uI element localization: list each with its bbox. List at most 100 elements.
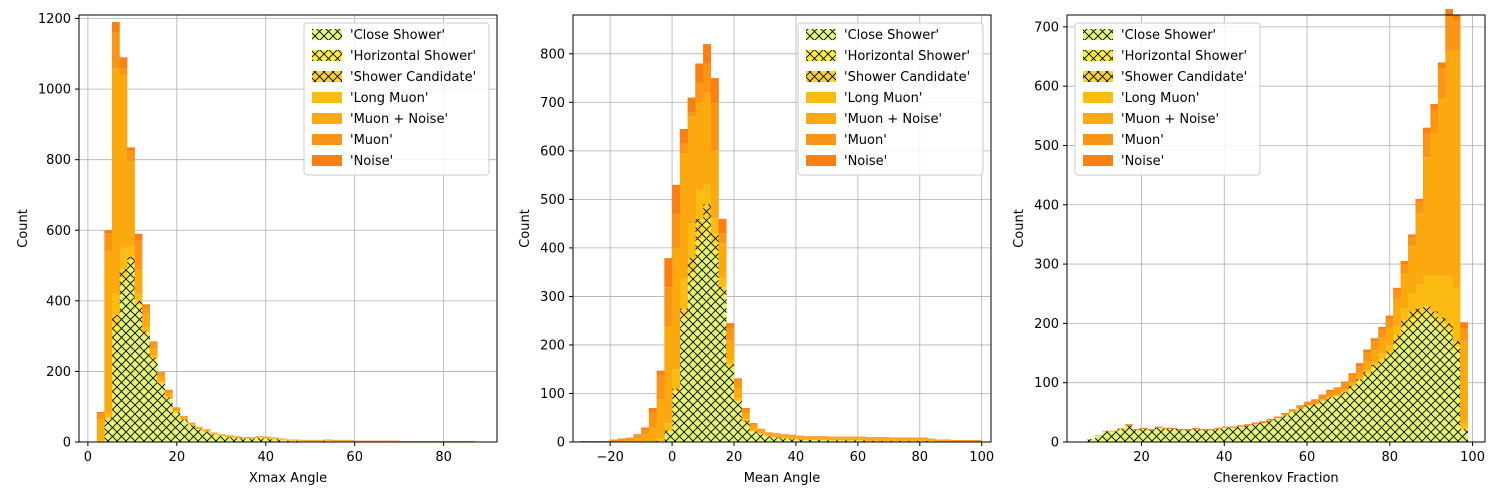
- bar: [703, 44, 712, 64]
- bar: [1095, 435, 1103, 437]
- bar-hatch: [1154, 427, 1163, 442]
- series-2: [664, 218, 797, 440]
- bar-hatch: [1139, 428, 1148, 442]
- y-tick-label: 700: [1034, 20, 1059, 35]
- bar: [187, 422, 196, 424]
- y-tick-label: 0: [557, 436, 565, 451]
- bar-hatch: [202, 432, 211, 442]
- bar: [134, 293, 143, 301]
- bar: [172, 407, 181, 409]
- legend-swatch-hatch: [1083, 50, 1113, 61]
- bar-hatch: [1296, 408, 1305, 409]
- bar-hatch: [1355, 379, 1364, 381]
- y-tick-label: 1200: [38, 12, 71, 27]
- bar: [164, 396, 173, 398]
- bar: [741, 413, 750, 420]
- bar: [780, 434, 789, 436]
- bar-hatch: [703, 204, 712, 219]
- bar-hatch: [1363, 376, 1372, 442]
- bar: [1363, 361, 1372, 371]
- bar: [1452, 15, 1461, 21]
- legend-label: 'Muon + Noise': [844, 112, 942, 127]
- bar: [1110, 430, 1118, 432]
- bar-hatch: [1430, 311, 1439, 318]
- bar: [1370, 350, 1379, 362]
- bar-hatch: [1422, 317, 1431, 442]
- bar-hatch: [687, 272, 696, 282]
- bar-hatch: [1430, 323, 1439, 442]
- legend-label: 'Shower Candidate': [1121, 70, 1247, 85]
- bar-hatch: [1251, 424, 1260, 442]
- bar: [1400, 264, 1409, 273]
- bar: [1385, 315, 1394, 319]
- bar: [1460, 322, 1468, 329]
- bar: [1311, 399, 1319, 401]
- x-tick-label: 60: [850, 450, 867, 465]
- bar-hatch: [826, 440, 835, 442]
- legend-swatch: [806, 113, 836, 124]
- legend-box: [303, 22, 490, 176]
- bar: [1281, 412, 1290, 415]
- bar: [1162, 427, 1170, 429]
- bar: [648, 427, 657, 442]
- bar: [96, 412, 105, 414]
- bar: [1408, 237, 1416, 247]
- bar: [1422, 127, 1431, 134]
- bar-hatch: [1229, 427, 1237, 442]
- bar: [1378, 353, 1386, 359]
- bar: [734, 380, 743, 389]
- bar: [1385, 318, 1394, 328]
- bar: [149, 355, 158, 358]
- bar: [834, 437, 843, 439]
- y-tick-label: 300: [1034, 258, 1059, 273]
- bar: [1460, 339, 1468, 424]
- series-2: [1288, 311, 1468, 431]
- bar-hatch: [270, 439, 279, 442]
- bar-hatch: [1311, 404, 1319, 405]
- bar: [734, 397, 743, 401]
- bar: [726, 359, 735, 365]
- bar-hatch: [1102, 431, 1111, 442]
- bar: [119, 67, 128, 75]
- bar: [912, 439, 921, 441]
- bar: [695, 63, 704, 83]
- bar-hatch: [726, 369, 735, 442]
- legend-swatch: [806, 134, 836, 145]
- y-tick-label: 0: [63, 436, 71, 451]
- bar-hatch: [741, 422, 750, 442]
- bar: [648, 412, 657, 428]
- bar: [202, 429, 211, 431]
- bar: [656, 375, 665, 400]
- bar: [1422, 133, 1431, 158]
- bar: [687, 223, 696, 258]
- bar-hatch: [1326, 399, 1334, 442]
- bar-hatch: [1147, 430, 1156, 442]
- bar-hatch: [811, 440, 820, 442]
- bar: [703, 184, 712, 205]
- bar-hatch: [780, 439, 789, 442]
- bar: [641, 427, 650, 430]
- bar: [172, 411, 181, 413]
- legend-label: 'Noise': [350, 154, 393, 169]
- bar-hatch: [672, 391, 681, 394]
- bar-hatch: [1326, 397, 1334, 399]
- bar-hatch: [1385, 351, 1394, 355]
- bar: [202, 430, 211, 432]
- bar: [172, 409, 181, 412]
- y-tick-label: 700: [540, 96, 565, 111]
- bar: [1437, 62, 1446, 69]
- series-3: [104, 256, 287, 441]
- bar-hatch: [1415, 314, 1424, 324]
- bar: [873, 437, 882, 439]
- y-tick-label: 1000: [38, 83, 71, 98]
- bar: [819, 436, 828, 438]
- bar: [927, 439, 936, 441]
- bar-hatch: [1311, 405, 1319, 442]
- bar: [757, 429, 766, 431]
- bar: [164, 393, 173, 397]
- bar: [749, 424, 758, 427]
- bar-hatch: [157, 382, 166, 384]
- bar: [1244, 424, 1252, 426]
- bar: [1340, 383, 1349, 390]
- bar-hatch: [1184, 430, 1193, 442]
